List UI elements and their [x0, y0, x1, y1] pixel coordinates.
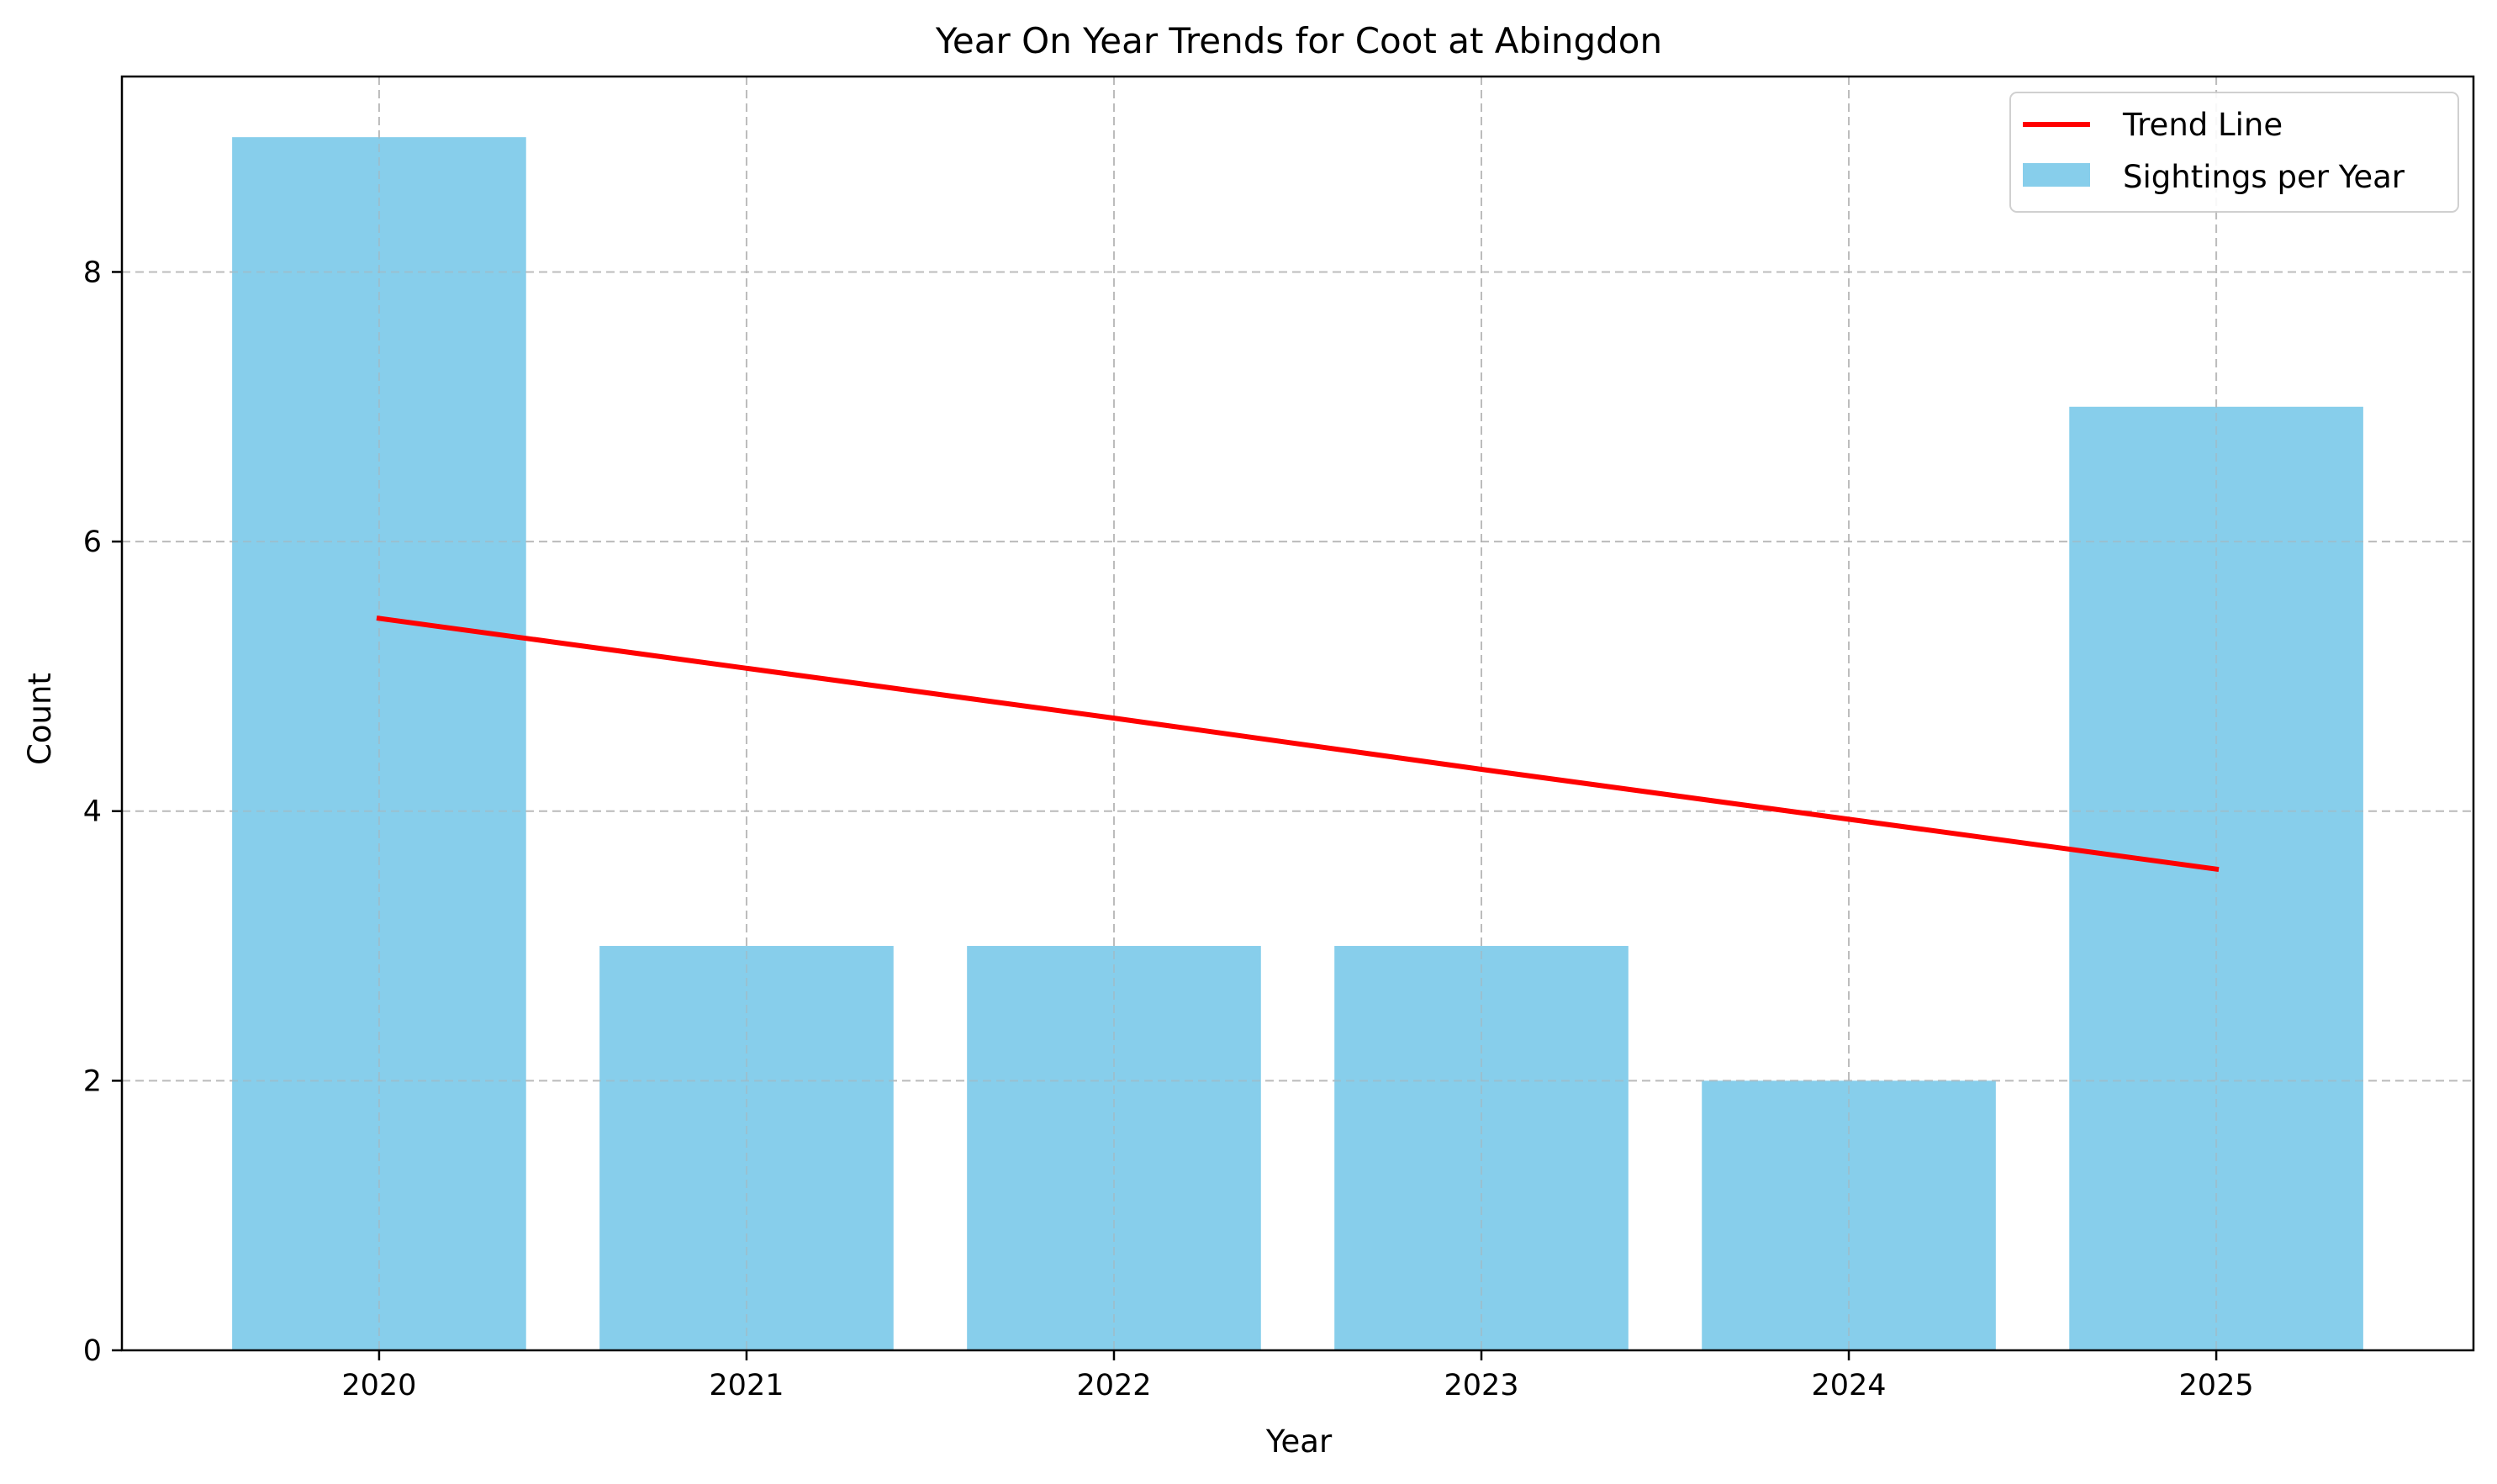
legend-bar-swatch [2023, 163, 2090, 187]
y-tick-label: 2 [83, 1064, 102, 1098]
legend: Trend Line Sightings per Year [2009, 92, 2459, 213]
x-tick-label: 2024 [1812, 1369, 1887, 1402]
bar [599, 946, 894, 1350]
y-tick-label: 0 [83, 1334, 102, 1368]
bar [1702, 1080, 1996, 1350]
y-tick-label: 8 [83, 256, 102, 289]
legend-box [2009, 92, 2459, 213]
x-tick-label: 2021 [709, 1369, 784, 1402]
legend-label-trend: Trend Line [2122, 107, 2283, 143]
y-tick-label: 6 [83, 525, 102, 559]
x-tick-label: 2025 [2179, 1369, 2254, 1402]
bar [967, 946, 1261, 1350]
chart-title: Year On Year Trends for Coot at Abingdon [935, 20, 1662, 61]
x-tick-label: 2023 [1444, 1369, 1518, 1402]
x-axis-label: Year [1265, 1423, 1333, 1460]
legend-label-sightings: Sightings per Year [2123, 159, 2405, 195]
bar [232, 137, 526, 1351]
trend-line [376, 615, 2220, 873]
bar [2069, 406, 2363, 1350]
plot-area: 2020 2021 2022 2023 2024 2025 0 2 4 6 8 [83, 75, 2475, 1402]
x-tick-label: 2022 [1076, 1369, 1151, 1402]
y-axis-label: Count [22, 673, 58, 765]
y-tick-label: 4 [83, 795, 102, 829]
bar [1334, 946, 1629, 1350]
axes-frame [120, 75, 2475, 1352]
x-tick-label: 2020 [341, 1369, 416, 1402]
